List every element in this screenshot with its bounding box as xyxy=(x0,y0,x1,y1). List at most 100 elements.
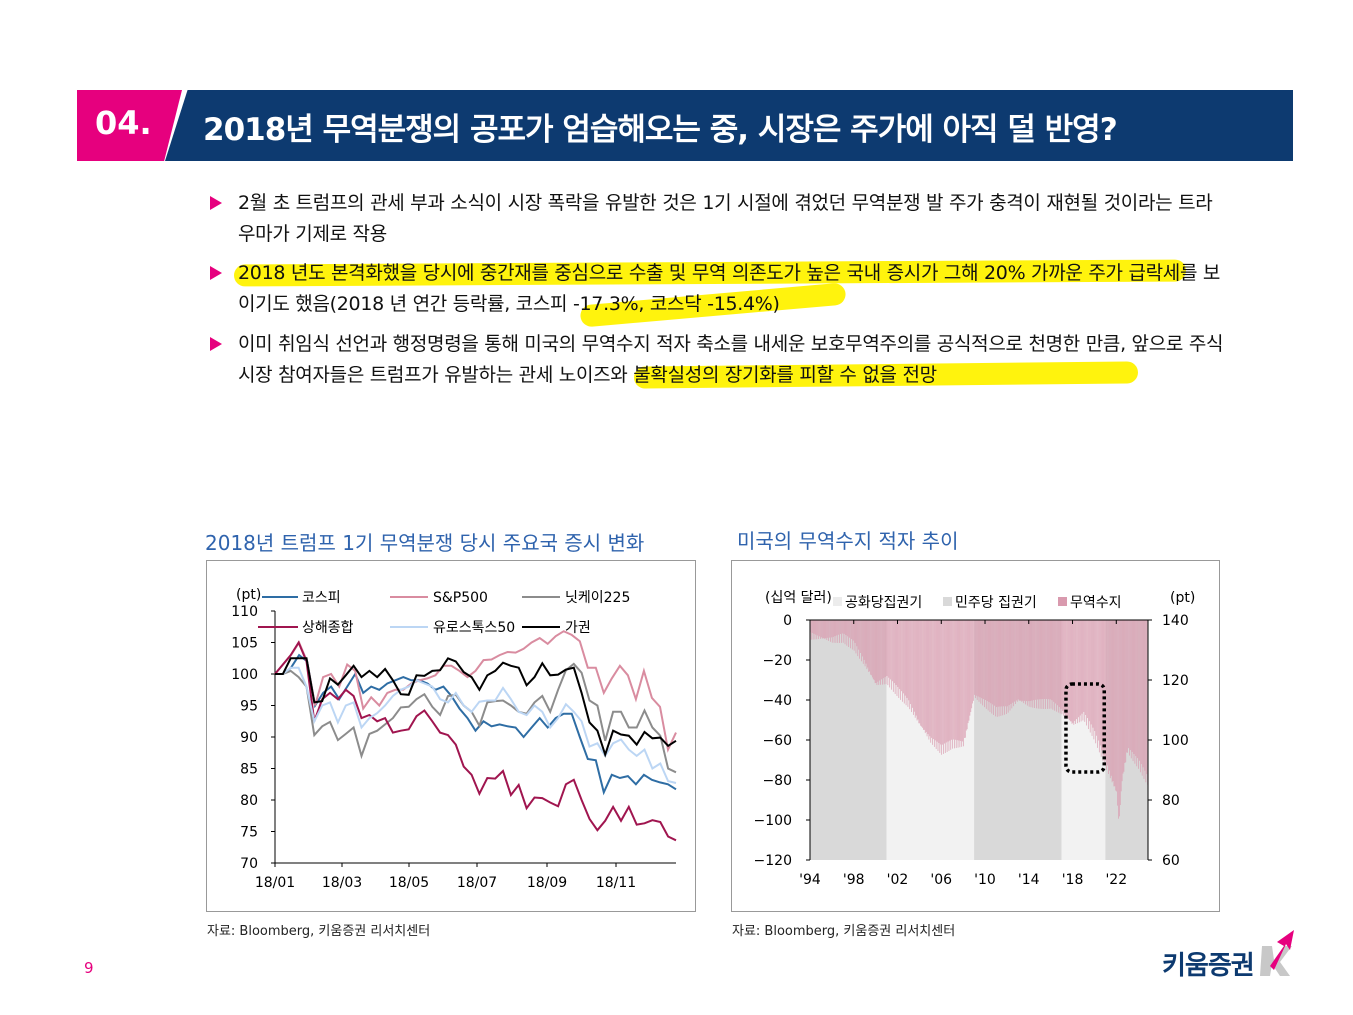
trade-balance-bar xyxy=(1098,620,1100,753)
trade-balance-bar xyxy=(1099,620,1101,746)
trade-balance-bar xyxy=(884,620,886,678)
trade-balance-bar xyxy=(1047,620,1048,709)
trade-balance-bar xyxy=(980,620,982,704)
trade-balance-bar xyxy=(1005,620,1006,707)
trade-balance-bar xyxy=(887,620,889,686)
legend-label: 닛케이225 xyxy=(565,590,630,606)
right-y-tick-label: 100 xyxy=(1162,733,1189,749)
trade-balance-bar xyxy=(977,620,979,697)
trade-balance-bar xyxy=(878,620,880,685)
trade-balance-bar xyxy=(961,620,963,747)
trade-balance-bar xyxy=(998,620,1000,717)
trade-balance-bar xyxy=(971,620,973,709)
right-axis-unit: (pt) xyxy=(1170,590,1195,606)
trade-balance-bar xyxy=(1128,620,1129,749)
trade-balance-bar xyxy=(1064,620,1066,714)
trade-balance-bar xyxy=(1024,620,1025,701)
trade-balance-bar xyxy=(833,620,835,643)
trade-balance-bar xyxy=(897,620,899,688)
trade-balance-bar xyxy=(1143,620,1145,779)
trade-balance-bar xyxy=(824,620,826,640)
trade-balance-bar xyxy=(1006,620,1008,707)
series-line-4 xyxy=(275,666,677,784)
trade-balance-bar xyxy=(944,620,946,753)
trade-balance-bar xyxy=(1100,620,1102,757)
series-line-3 xyxy=(274,640,677,842)
trade-balance-bar xyxy=(854,620,856,643)
trade-balance-bar xyxy=(919,620,921,724)
trade-balance-bar xyxy=(872,620,874,680)
trade-balance-bar xyxy=(832,620,834,637)
trade-balance-bar xyxy=(1000,620,1002,716)
trade-balance-bar xyxy=(862,620,864,664)
legend-label: 민주당 집권기 xyxy=(955,595,1037,611)
trade-balance-bar xyxy=(820,620,821,639)
trade-balance-bar xyxy=(1036,620,1037,709)
bullet-text: 이미 취임식 선언과 행정명령을 통해 미국의 무역수지 적자 축소를 내세운 … xyxy=(238,333,1224,386)
trade-balance-bar xyxy=(1077,620,1078,724)
trade-balance-bar xyxy=(1032,620,1034,708)
trade-balance-bar xyxy=(1137,620,1138,759)
trade-balance-bar xyxy=(881,620,882,680)
trade-balance-bar xyxy=(924,620,926,734)
trade-balance-bar xyxy=(1052,620,1054,710)
x-tick-label: '10 xyxy=(974,872,996,888)
trade-balance-bar xyxy=(938,620,940,744)
trade-balance-bar xyxy=(937,620,939,751)
trade-balance-bar xyxy=(855,620,857,654)
trade-balance-bar xyxy=(1108,620,1110,771)
trade-balance-bar xyxy=(1118,620,1119,819)
trade-balance-bar xyxy=(991,620,993,714)
trade-balance-bar xyxy=(964,620,965,738)
trade-balance-bar xyxy=(812,620,814,640)
trade-balance-bar xyxy=(1115,620,1117,791)
trade-balance-bar xyxy=(1088,620,1090,722)
trade-balance-bar xyxy=(818,620,819,640)
trade-balance-bar xyxy=(975,620,977,696)
trade-balance-bar xyxy=(857,620,859,657)
legend-label: 유로스톡스50 xyxy=(433,620,515,636)
y-tick-label: 95 xyxy=(240,699,258,715)
trade-balance-bar xyxy=(849,620,850,638)
trade-balance-bar xyxy=(814,620,816,640)
trade-balance-bar xyxy=(813,620,815,634)
trade-balance-bar xyxy=(828,620,829,641)
trade-balance-bar xyxy=(1050,620,1052,709)
trade-balance-bar xyxy=(1142,620,1144,768)
trade-balance-bar xyxy=(844,620,846,645)
trade-balance-bar xyxy=(1105,620,1107,761)
x-tick-label: 18/09 xyxy=(527,875,567,891)
trade-balance-bar xyxy=(819,620,820,637)
trade-balance-bar xyxy=(1025,620,1026,705)
trade-balance-bar xyxy=(1031,620,1033,701)
right-y-tick-label: 120 xyxy=(1162,673,1189,689)
trade-balance-bar xyxy=(1083,620,1085,712)
trade-balance-bar xyxy=(941,620,943,755)
trade-balance-bar xyxy=(1045,620,1046,709)
trade-balance-bar xyxy=(1090,620,1092,725)
chart1-frame xyxy=(206,560,696,912)
trade-balance-bar xyxy=(1014,620,1015,702)
trade-balance-bar xyxy=(1019,620,1021,701)
trade-balance-bar xyxy=(1017,620,1019,700)
trade-balance-bar xyxy=(993,620,994,715)
trade-balance-bar xyxy=(1085,620,1087,716)
trade-balance-bar xyxy=(954,620,955,749)
y-tick-label: −20 xyxy=(762,653,792,669)
trade-balance-bar xyxy=(1140,620,1142,765)
trade-balance-bar xyxy=(822,620,824,639)
trade-balance-bar xyxy=(1043,620,1045,709)
dotted-annotation-box xyxy=(1064,682,1106,774)
trade-balance-bar xyxy=(827,620,829,638)
trade-balance-bar xyxy=(1074,620,1076,721)
trade-balance-bar xyxy=(1012,620,1014,703)
y-tick-label: 105 xyxy=(231,636,258,652)
trade-balance-bar xyxy=(1124,620,1126,763)
trade-balance-bar xyxy=(935,620,937,749)
trade-balance-bar xyxy=(947,620,949,742)
trade-balance-bar xyxy=(879,620,881,681)
trade-balance-bar xyxy=(990,620,992,704)
trade-balance-bar xyxy=(1047,620,1049,700)
trade-balance-bar xyxy=(835,620,837,643)
triangle-bullet-icon xyxy=(210,196,222,210)
